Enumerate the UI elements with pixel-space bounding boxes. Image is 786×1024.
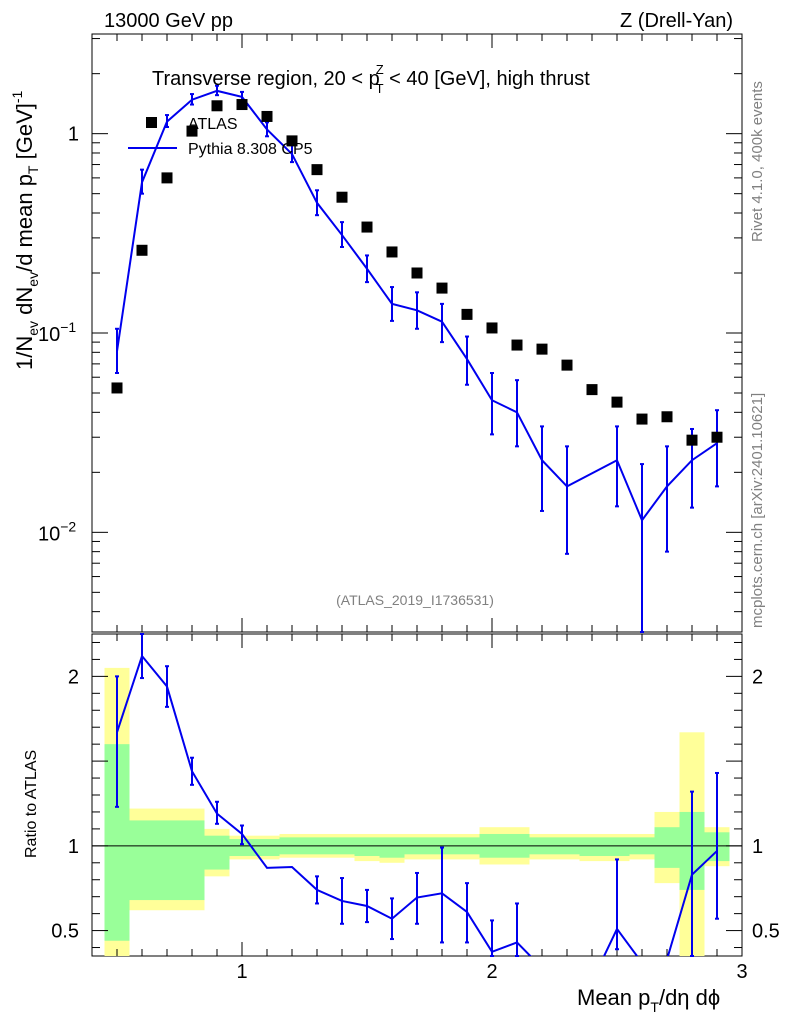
x-tick-label: 1 — [236, 961, 247, 983]
title-part-before: Transverse region, 20 < p — [152, 68, 380, 90]
atlas-point — [286, 135, 298, 147]
ratio-y-tick-label-right: 2 — [752, 666, 763, 688]
ratio-stat-band — [579, 837, 605, 857]
atlas-point — [686, 434, 698, 446]
atlas-point — [586, 384, 598, 396]
atlas-point — [611, 396, 623, 408]
atlas-point — [711, 431, 723, 443]
atlas-point — [561, 359, 573, 371]
x-axis-label: Mean pT/dη dϕ — [577, 985, 720, 1015]
atlas-point — [636, 413, 648, 425]
main-axis-ticks: 10110−110−2 — [38, 34, 743, 632]
legend-atlas-label: ATLAS — [188, 116, 238, 133]
atlas-point — [311, 164, 323, 176]
atlas-point — [136, 244, 148, 256]
atlas-point — [661, 411, 673, 423]
ratio-y-tick-label: 1 — [68, 836, 79, 858]
atlas-point — [511, 339, 523, 351]
ratio-data-marks — [115, 633, 719, 957]
atlas-point — [536, 343, 548, 355]
ratio-stat-band — [129, 820, 180, 901]
rivet-side-text: Rivet 4.1.0, 400k events — [749, 81, 766, 242]
title-part-sub: T — [376, 81, 384, 96]
ratio-stat-band — [204, 835, 230, 870]
header-left: 13000 GeV pp — [104, 10, 233, 32]
ratio-y-tick-label-right: 1 — [752, 836, 763, 858]
atlas-point — [486, 322, 498, 334]
main-data-marks — [111, 84, 723, 633]
ratio-stat-band — [354, 837, 380, 857]
ratio-stat-band — [254, 839, 280, 857]
ratio-stat-band — [604, 837, 630, 857]
atlas-point — [261, 110, 273, 122]
legend-pythia-label: Pythia 8.308 CP5 — [188, 141, 313, 158]
atlas-point — [361, 221, 373, 233]
ratio-stat-band — [654, 827, 680, 868]
pythia-line — [116, 89, 718, 523]
atlas-point — [336, 191, 348, 203]
title-part-sup: Z — [376, 62, 384, 77]
x-tick-label: 2 — [486, 961, 497, 983]
ratio-pythia-line — [116, 653, 718, 956]
atlas-point — [211, 100, 223, 112]
atlas-point — [436, 282, 448, 294]
atlas-point — [111, 382, 123, 394]
header-right: Z (Drell-Yan) — [620, 10, 733, 32]
atlas-point — [161, 172, 173, 184]
mcplots-side-text: mcplots.cern.ch [arXiv:2401.10621] — [749, 393, 766, 628]
atlas-point — [186, 125, 198, 137]
ratio-y-tick-label-right: 0.5 — [752, 921, 780, 943]
main-y-tick-label: 1 — [68, 124, 79, 146]
atlas-point — [386, 246, 398, 258]
atlas-point — [461, 308, 473, 320]
title-part-after: < 40 [GeV], high thrust — [384, 68, 591, 90]
ratio-y-tick-label: 2 — [68, 666, 79, 688]
plot-title: Transverse region, 20 < pZ T < 40 [GeV], … — [152, 62, 590, 96]
atlas-point — [236, 99, 248, 111]
atlas-point — [411, 267, 423, 279]
main-y-tick-label: 10−2 — [38, 518, 76, 545]
x-tick-label: 3 — [736, 961, 747, 983]
ratio-stat-band — [179, 820, 205, 901]
analysis-id: (ATLAS_2019_I1736531) — [336, 592, 494, 608]
ratio-y-label: Ratio to ATLAS — [23, 750, 40, 858]
ratio-y-tick-label: 0.5 — [51, 921, 79, 943]
legend-atlas-marker — [146, 117, 157, 128]
main-y-tick-label: 10−1 — [38, 319, 76, 346]
ratio-axis-ticks: 1 2 30.5 0.51 12 2 — [51, 634, 780, 983]
ratio-stat-band — [379, 837, 405, 858]
main-y-label: 1/Nev dNev/d mean pT [GeV]-1 — [9, 90, 41, 370]
